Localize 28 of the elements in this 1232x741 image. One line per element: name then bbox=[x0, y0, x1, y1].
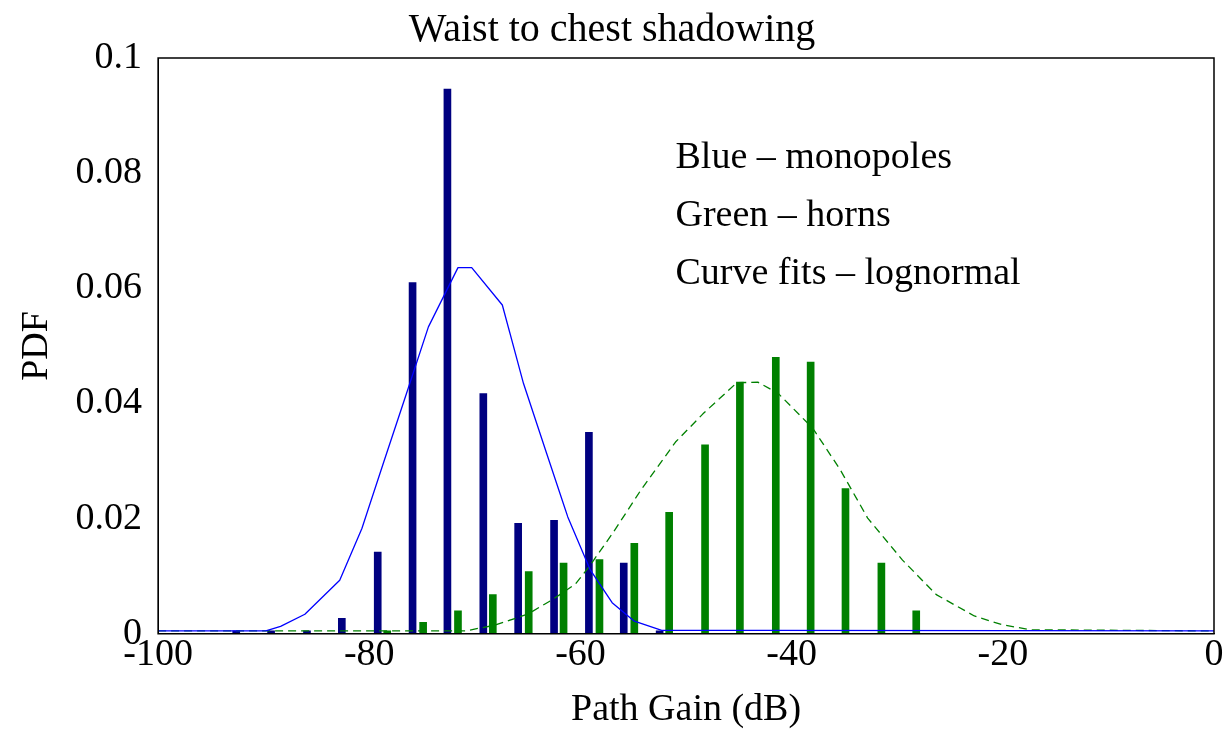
y-tick-label: 0.02 bbox=[75, 494, 143, 537]
y-tick-label: 0.1 bbox=[94, 33, 143, 76]
bar bbox=[630, 543, 639, 634]
bar bbox=[550, 520, 558, 634]
x-tick-label: 0 bbox=[1204, 630, 1224, 673]
annotation: Blue – monopoles bbox=[675, 133, 953, 176]
x-tick-label: -40 bbox=[766, 630, 817, 673]
bar bbox=[479, 393, 488, 634]
bar bbox=[912, 610, 921, 634]
bar bbox=[665, 511, 673, 634]
bar bbox=[373, 551, 382, 634]
annotation: Green – horns bbox=[675, 191, 891, 234]
x-tick-label: -60 bbox=[555, 630, 606, 673]
x-tick-label: -20 bbox=[977, 630, 1029, 673]
y-tick-label: 0.06 bbox=[75, 264, 143, 307]
bar bbox=[619, 562, 628, 634]
bar bbox=[701, 444, 709, 634]
y-axis-title: PDF bbox=[12, 311, 55, 381]
bar bbox=[443, 88, 452, 634]
chart-title: Waist to chest shadowing bbox=[408, 4, 816, 50]
annotation: Curve fits – lognormal bbox=[675, 249, 1021, 292]
y-tick-label: 0.04 bbox=[75, 379, 143, 422]
bar bbox=[408, 282, 417, 634]
bar bbox=[585, 431, 593, 634]
x-axis-title: Path Gain (dB) bbox=[571, 686, 802, 730]
x-tick-label: -80 bbox=[343, 630, 395, 673]
y-tick-label: 0.08 bbox=[75, 149, 143, 192]
bar bbox=[514, 522, 522, 634]
